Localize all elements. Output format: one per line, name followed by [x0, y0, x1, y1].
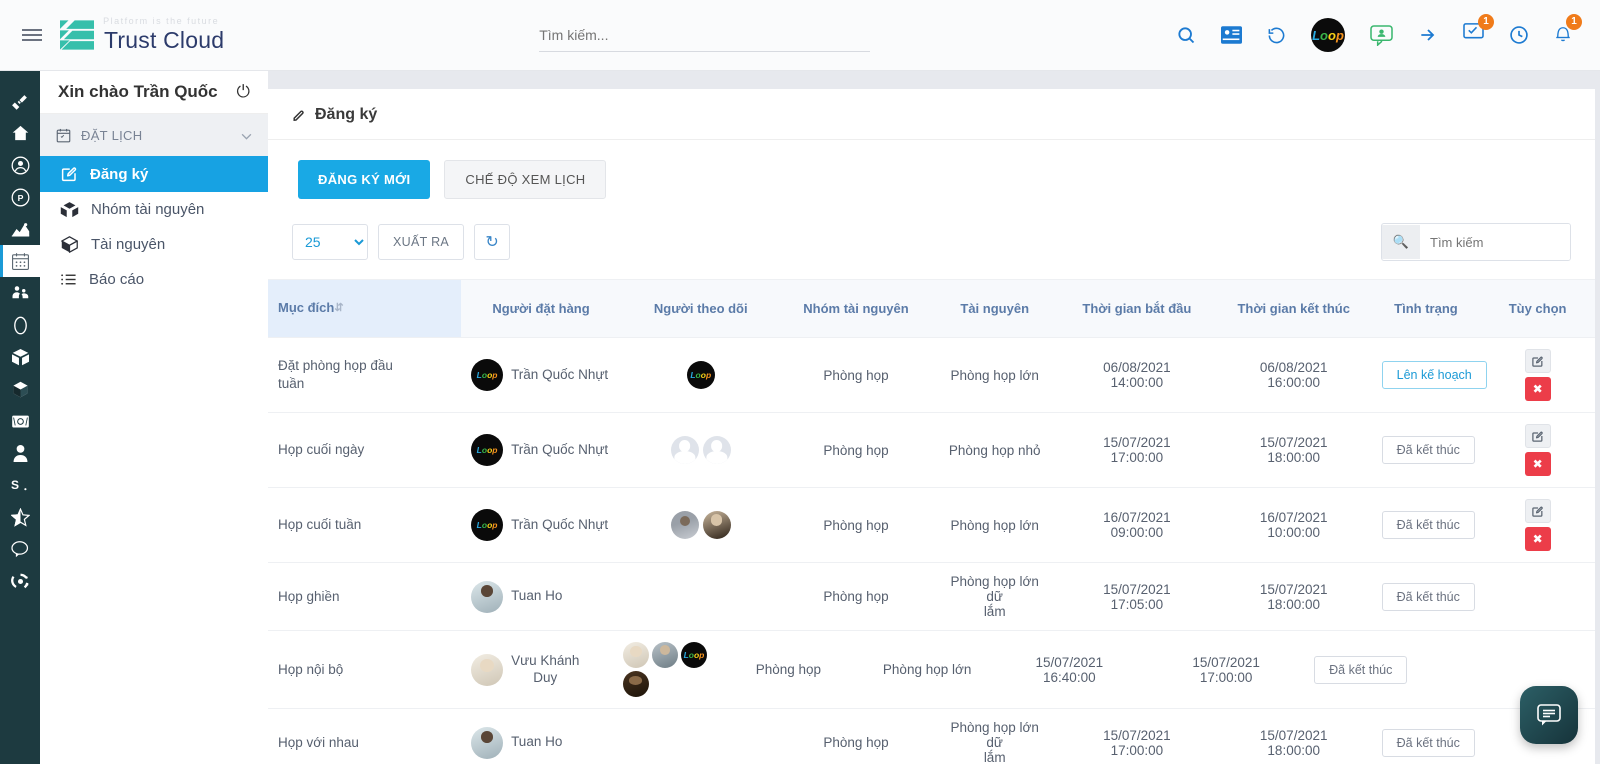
- svg-text:S: S: [11, 478, 19, 492]
- svg-text:P: P: [17, 193, 23, 203]
